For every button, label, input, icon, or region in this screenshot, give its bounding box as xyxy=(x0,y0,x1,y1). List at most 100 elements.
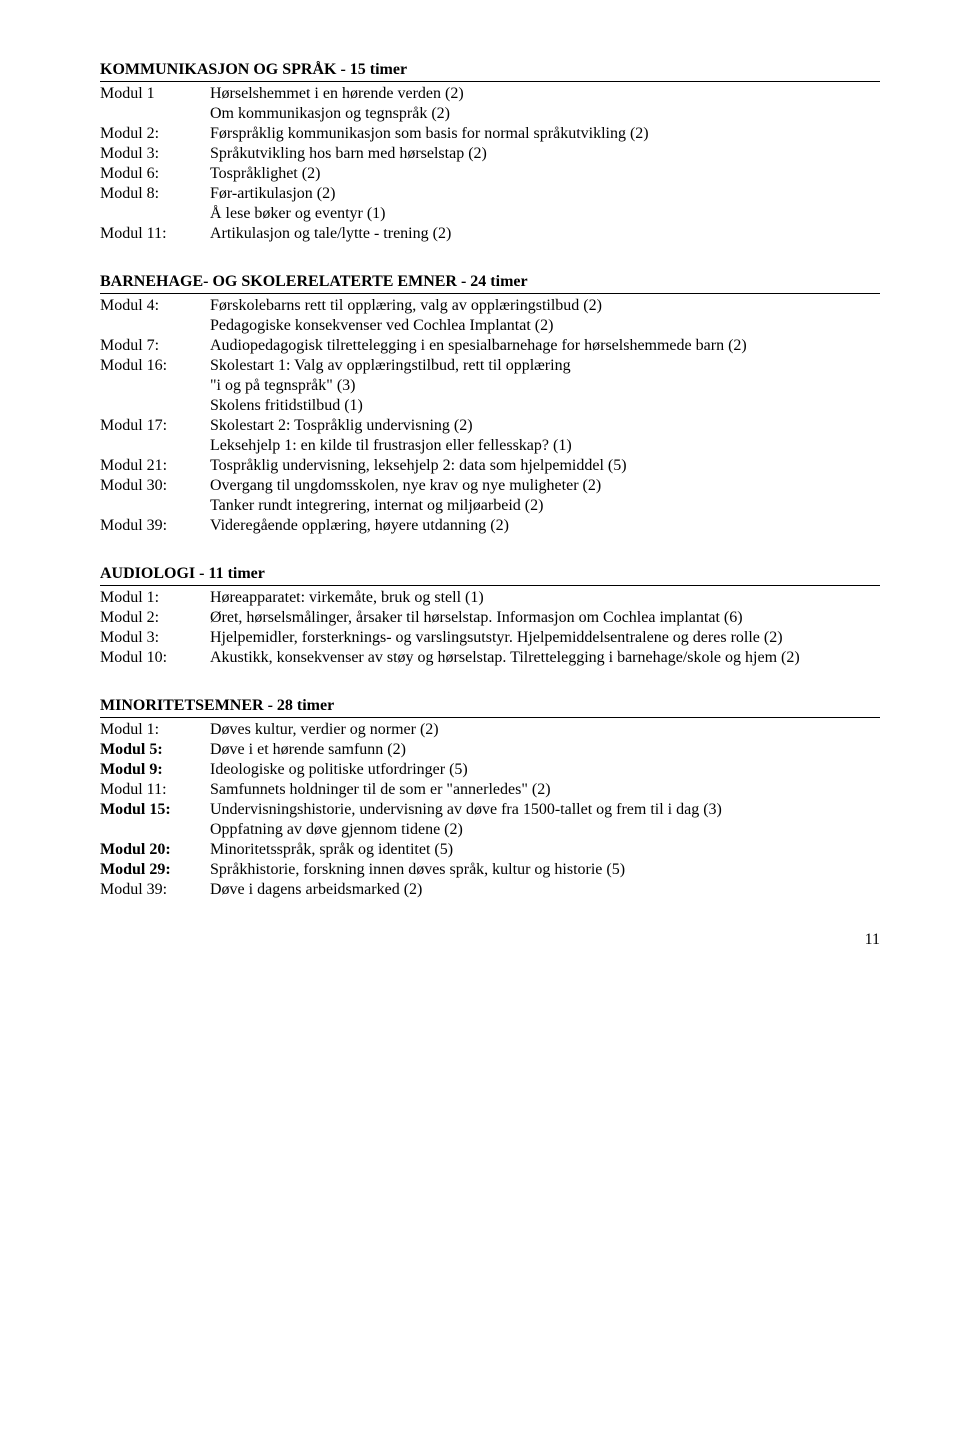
module-line: Førskolebarns rett til opplæring, valg a… xyxy=(210,296,880,316)
module-label: Modul 11: xyxy=(100,224,210,244)
module-row: Modul 8:Før-artikulasjon (2)Å lese bøker… xyxy=(100,184,880,224)
module-row: Modul 39:Døve i dagens arbeidsmarked (2) xyxy=(100,880,880,900)
module-label: Modul 17: xyxy=(100,416,210,456)
module-line: Tospråklig undervisning, leksehjelp 2: d… xyxy=(210,456,880,476)
section-title: KOMMUNIKASJON OG SPRÅK - 15 timer xyxy=(100,60,880,82)
module-line: Hørselshemmet i en hørende verden (2) xyxy=(210,84,880,104)
module-content: Videregående opplæring, høyere utdanning… xyxy=(210,516,880,536)
module-label: Modul 1: xyxy=(100,720,210,740)
module-label: Modul 39: xyxy=(100,880,210,900)
module-line: Ideologiske og politiske utfordringer (5… xyxy=(210,760,880,780)
module-line: "i og på tegnspråk" (3) xyxy=(210,376,880,396)
module-line: Døve i et hørende samfunn (2) xyxy=(210,740,880,760)
module-label: Modul 5: xyxy=(100,740,210,760)
module-line: Høreapparatet: virkemåte, bruk og stell … xyxy=(210,588,880,608)
module-line: Førspråklig kommunikasjon som basis for … xyxy=(210,124,880,144)
module-line: Døve i dagens arbeidsmarked (2) xyxy=(210,880,880,900)
module-content: Artikulasjon og tale/lytte - trening (2) xyxy=(210,224,880,244)
module-line: Språkhistorie, forskning innen døves spr… xyxy=(210,860,880,880)
module-line: Tospråklighet (2) xyxy=(210,164,880,184)
module-label: Modul 7: xyxy=(100,336,210,356)
module-label: Modul 1 xyxy=(100,84,210,124)
module-row: Modul 3:Hjelpemidler, forsterknings- og … xyxy=(100,628,880,648)
module-row: Modul 1:Døves kultur, verdier og normer … xyxy=(100,720,880,740)
module-row: Modul 2:Øret, hørselsmålinger, årsaker t… xyxy=(100,608,880,628)
module-content: Døves kultur, verdier og normer (2) xyxy=(210,720,880,740)
module-row: Modul 15:Undervisningshistorie, undervis… xyxy=(100,800,880,840)
section-title: MINORITETSEMNER - 28 timer xyxy=(100,696,880,718)
module-content: Skolestart 2: Tospråklig undervisning (2… xyxy=(210,416,880,456)
module-line: Oppfatning av døve gjennom tidene (2) xyxy=(210,820,880,840)
module-line: Før-artikulasjon (2) xyxy=(210,184,880,204)
module-content: Audiopedagogisk tilrettelegging i en spe… xyxy=(210,336,880,356)
module-label: Modul 11: xyxy=(100,780,210,800)
module-label: Modul 6: xyxy=(100,164,210,184)
module-line: Pedagogiske konsekvenser ved Cochlea Imp… xyxy=(210,316,880,336)
module-label: Modul 1: xyxy=(100,588,210,608)
module-content: Før-artikulasjon (2)Å lese bøker og even… xyxy=(210,184,880,224)
module-row: Modul 16:Skolestart 1: Valg av opplæring… xyxy=(100,356,880,416)
module-line: Å lese bøker og eventyr (1) xyxy=(210,204,880,224)
module-row: Modul 10:Akustikk, konsekvenser av støy … xyxy=(100,648,880,668)
module-row: Modul 29:Språkhistorie, forskning innen … xyxy=(100,860,880,880)
module-row: Modul 20:Minoritetsspråk, språk og ident… xyxy=(100,840,880,860)
module-label: Modul 2: xyxy=(100,124,210,144)
module-row: Modul 5:Døve i et hørende samfunn (2) xyxy=(100,740,880,760)
document-body: KOMMUNIKASJON OG SPRÅK - 15 timerModul 1… xyxy=(100,60,880,900)
module-content: Førskolebarns rett til opplæring, valg a… xyxy=(210,296,880,336)
module-line: Overgang til ungdomsskolen, nye krav og … xyxy=(210,476,880,496)
module-label: Modul 10: xyxy=(100,648,210,668)
module-line: Skolens fritidstilbud (1) xyxy=(210,396,880,416)
module-row: Modul 21:Tospråklig undervisning, lekseh… xyxy=(100,456,880,476)
module-content: Døve i dagens arbeidsmarked (2) xyxy=(210,880,880,900)
module-content: Undervisningshistorie, undervisning av d… xyxy=(210,800,880,840)
module-row: Modul 11:Artikulasjon og tale/lytte - tr… xyxy=(100,224,880,244)
section: AUDIOLOGI - 11 timerModul 1:Høreapparate… xyxy=(100,564,880,668)
module-row: Modul 1Hørselshemmet i en hørende verden… xyxy=(100,84,880,124)
module-label: Modul 15: xyxy=(100,800,210,840)
module-label: Modul 29: xyxy=(100,860,210,880)
module-content: Akustikk, konsekvenser av støy og hørsel… xyxy=(210,648,880,668)
page-number: 11 xyxy=(100,930,880,950)
module-row: Modul 2:Førspråklig kommunikasjon som ba… xyxy=(100,124,880,144)
module-row: Modul 17:Skolestart 2: Tospråklig underv… xyxy=(100,416,880,456)
module-content: Hørselshemmet i en hørende verden (2)Om … xyxy=(210,84,880,124)
module-row: Modul 7:Audiopedagogisk tilrettelegging … xyxy=(100,336,880,356)
module-line: Tanker rundt integrering, internat og mi… xyxy=(210,496,880,516)
module-line: Øret, hørselsmålinger, årsaker til hørse… xyxy=(210,608,880,628)
module-line: Artikulasjon og tale/lytte - trening (2) xyxy=(210,224,880,244)
module-label: Modul 21: xyxy=(100,456,210,476)
module-label: Modul 9: xyxy=(100,760,210,780)
module-line: Leksehjelp 1: en kilde til frustrasjon e… xyxy=(210,436,880,456)
module-content: Døve i et hørende samfunn (2) xyxy=(210,740,880,760)
module-content: Språkutvikling hos barn med hørselstap (… xyxy=(210,144,880,164)
module-content: Tospråklig undervisning, leksehjelp 2: d… xyxy=(210,456,880,476)
module-line: Minoritetsspråk, språk og identitet (5) xyxy=(210,840,880,860)
module-row: Modul 6:Tospråklighet (2) xyxy=(100,164,880,184)
module-line: Skolestart 1: Valg av opplæringstilbud, … xyxy=(210,356,880,376)
module-label: Modul 30: xyxy=(100,476,210,516)
module-line: Språkutvikling hos barn med hørselstap (… xyxy=(210,144,880,164)
module-line: Hjelpemidler, forsterknings- og varsling… xyxy=(210,628,880,648)
module-row: Modul 30:Overgang til ungdomsskolen, nye… xyxy=(100,476,880,516)
module-line: Audiopedagogisk tilrettelegging i en spe… xyxy=(210,336,880,356)
module-row: Modul 11:Samfunnets holdninger til de so… xyxy=(100,780,880,800)
module-content: Samfunnets holdninger til de som er "ann… xyxy=(210,780,880,800)
section-title: AUDIOLOGI - 11 timer xyxy=(100,564,880,586)
module-row: Modul 3:Språkutvikling hos barn med hørs… xyxy=(100,144,880,164)
module-label: Modul 3: xyxy=(100,628,210,648)
section: BARNEHAGE- OG SKOLERELATERTE EMNER - 24 … xyxy=(100,272,880,536)
section-title: BARNEHAGE- OG SKOLERELATERTE EMNER - 24 … xyxy=(100,272,880,294)
module-label: Modul 2: xyxy=(100,608,210,628)
module-content: Førspråklig kommunikasjon som basis for … xyxy=(210,124,880,144)
module-line: Akustikk, konsekvenser av støy og hørsel… xyxy=(210,648,880,668)
module-content: Tospråklighet (2) xyxy=(210,164,880,184)
section: MINORITETSEMNER - 28 timerModul 1:Døves … xyxy=(100,696,880,900)
module-label: Modul 3: xyxy=(100,144,210,164)
module-content: Hjelpemidler, forsterknings- og varsling… xyxy=(210,628,880,648)
module-row: Modul 39:Videregående opplæring, høyere … xyxy=(100,516,880,536)
module-line: Om kommunikasjon og tegnspråk (2) xyxy=(210,104,880,124)
module-label: Modul 39: xyxy=(100,516,210,536)
module-content: Skolestart 1: Valg av opplæringstilbud, … xyxy=(210,356,880,416)
module-content: Minoritetsspråk, språk og identitet (5) xyxy=(210,840,880,860)
